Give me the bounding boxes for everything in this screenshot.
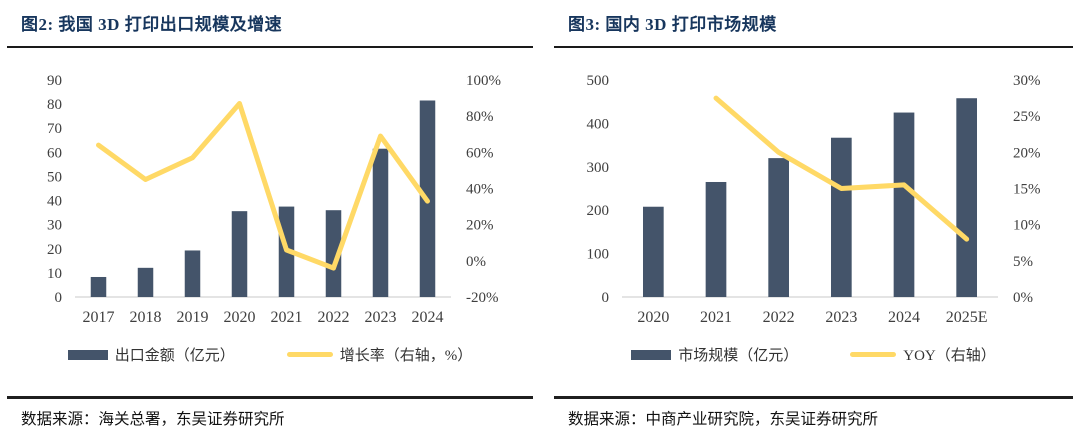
figure2-panel: 图2: 我国 3D 打印出口规模及增速 0 10 20 30 40 50 60 70 80 90 -… xyxy=(7,0,533,441)
bar-swatch-icon xyxy=(67,349,108,360)
y2-axis-tick-label: 30% xyxy=(1013,73,1041,89)
line-swatch-icon xyxy=(286,352,333,357)
figure3-legend: 市场规模（亿元） YOY（右轴） xyxy=(554,344,1073,365)
x-axis-tick-label: 2021 xyxy=(700,309,732,326)
y-axis-tick-label: 0 xyxy=(602,290,610,306)
line-series xyxy=(713,95,970,242)
figure2-legend: 出口金额（亿元） 增长率（右轴，%） xyxy=(7,344,533,365)
y-axis-tick-label: 30 xyxy=(47,218,62,234)
y2-axis-tick-label: 20% xyxy=(1013,145,1041,161)
bar xyxy=(372,148,389,297)
y2-axis-tick-label: 100% xyxy=(466,73,501,89)
legend-item-export-amount: 出口金额（亿元） xyxy=(67,344,235,365)
figure2-source-text: 数据来源：海关总署，东吴证券研究所 xyxy=(21,411,285,428)
x-axis-tick-label: 2020 xyxy=(637,309,669,326)
legend-item-market-size: 市场规模（亿元） xyxy=(631,344,798,365)
y-axis-tick-label: 20 xyxy=(47,242,62,258)
x-axis-tick-label: 2023 xyxy=(825,309,857,326)
figure2-chart-canvas: 0 10 20 30 40 50 60 70 80 90 -20% 0% 20% 40% 60% 80% 100… xyxy=(47,73,501,326)
y-axis-tick-label: 200 xyxy=(587,203,610,219)
x-axis-tick-label: 2018 xyxy=(130,309,162,326)
x-axis-tick-label: 2024 xyxy=(888,309,920,326)
legend-item-growth-rate: 增长率（右轴，%） xyxy=(286,344,473,365)
figure2-source-bar: 数据来源：海关总署，东吴证券研究所 xyxy=(7,396,533,429)
figure3-panel: 图3: 国内 3D 打印市场规模 0 100 200 300 400 500 0% 5% 10%… xyxy=(554,0,1073,441)
line-swatch-icon xyxy=(850,352,897,357)
bar xyxy=(830,137,852,297)
y2-axis-tick-label: 60% xyxy=(466,145,494,161)
figure2-title-rule xyxy=(7,46,533,48)
bar xyxy=(642,206,664,297)
y-axis-tick-label: 70 xyxy=(47,121,62,137)
y-axis-tick-label: 40 xyxy=(47,194,62,210)
y2-axis-tick-label: -20% xyxy=(466,290,499,306)
x-axis-tick-label: 2025E xyxy=(946,309,988,326)
bar xyxy=(325,210,342,297)
y-axis-tick-label: 0 xyxy=(55,290,63,306)
legend-label-market-size: 市场规模（亿元） xyxy=(678,348,799,364)
bar xyxy=(768,158,790,297)
bar xyxy=(231,211,248,297)
x-axis-tick-label: 2022 xyxy=(318,309,350,326)
y-axis-tick-label: 50 xyxy=(47,169,62,185)
figure3-source-text: 数据来源：中商产业研究院，东吴证券研究所 xyxy=(568,411,879,428)
figure3-title: 图3: 国内 3D 打印市场规模 xyxy=(568,15,777,34)
y2-axis-tick-label: 0% xyxy=(1013,290,1033,306)
y-axis-tick-label: 10 xyxy=(47,266,62,282)
y-axis-tick-label: 90 xyxy=(47,73,62,89)
y2-axis-tick-label: 80% xyxy=(466,109,494,125)
legend-label-growth-rate: 增长率（右轴，%） xyxy=(339,348,473,364)
bar xyxy=(705,181,727,297)
bar-swatch-icon xyxy=(631,349,672,360)
y2-axis-tick-label: 0% xyxy=(466,254,486,270)
x-axis-tick-label: 2021 xyxy=(271,309,303,326)
bar xyxy=(956,98,978,297)
y-axis-tick-label: 80 xyxy=(47,97,62,113)
y-axis-tick-label: 400 xyxy=(587,116,610,132)
line-series xyxy=(96,101,430,271)
legend-label-export-amount: 出口金额（亿元） xyxy=(114,348,235,364)
bar xyxy=(137,267,154,297)
y2-axis-tick-label: 5% xyxy=(1013,254,1033,270)
bar xyxy=(90,276,107,297)
x-axis-tick-label: 2024 xyxy=(412,309,444,326)
figure3-title-rule xyxy=(554,46,1073,48)
x-axis-tick-label: 2023 xyxy=(365,309,397,326)
y2-axis-tick-label: 15% xyxy=(1013,182,1041,198)
figure3-chart-canvas: 0 100 200 300 400 500 0% 5% 10% 15% 20% 25% 30% 2020 2… xyxy=(587,73,1041,326)
bar xyxy=(184,250,201,297)
y2-axis-tick-label: 20% xyxy=(466,218,494,234)
x-axis-tick-label: 2020 xyxy=(224,309,256,326)
y-axis-tick-label: 300 xyxy=(587,160,610,176)
x-axis-tick-label: 2022 xyxy=(763,309,795,326)
figure2-title: 图2: 我国 3D 打印出口规模及增速 xyxy=(21,15,283,34)
y2-axis-tick-label: 10% xyxy=(1013,218,1041,234)
legend-item-yoy: YOY（右轴） xyxy=(850,344,996,365)
y-axis-tick-label: 500 xyxy=(587,73,610,89)
x-axis-tick-label: 2019 xyxy=(177,309,209,326)
y2-axis-tick-label: 40% xyxy=(466,182,494,198)
y2-axis-tick-label: 25% xyxy=(1013,109,1041,125)
legend-label-yoy: YOY（右轴） xyxy=(903,348,996,364)
figure3-source-bar: 数据来源：中商产业研究院，东吴证券研究所 xyxy=(554,396,1073,429)
x-axis-tick-label: 2017 xyxy=(83,309,115,326)
y-axis-tick-label: 100 xyxy=(587,247,610,263)
bar xyxy=(893,112,915,297)
y-axis-tick-label: 60 xyxy=(47,145,62,161)
